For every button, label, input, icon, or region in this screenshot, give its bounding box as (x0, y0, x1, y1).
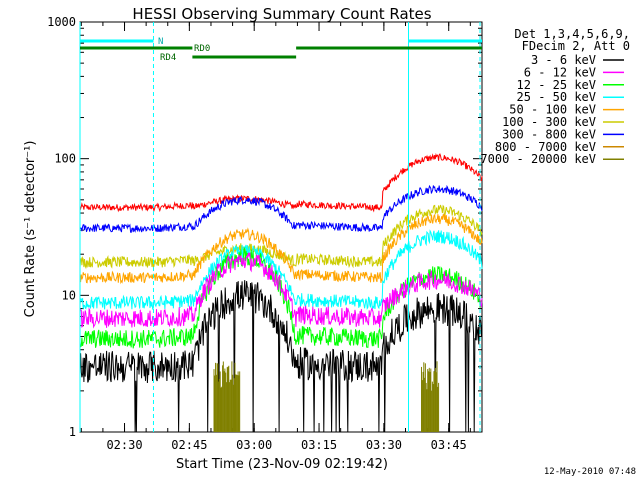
x-tick-label: 03:00 (236, 438, 272, 452)
x-axis-label: Start Time (23-Nov-09 02:19:42) (176, 457, 388, 472)
y-tick-label: 1 (69, 425, 76, 439)
x-tick-label: 03:45 (431, 438, 467, 452)
series-line-1 (79, 252, 483, 329)
plot-annotations: N RD0 RD4 (79, 22, 482, 432)
legend-label: 100 - 300 keV (502, 115, 596, 129)
legend-label: 7000 - 20000 keV (480, 152, 596, 166)
plot-series (79, 152, 483, 433)
series-line-5 (79, 204, 483, 270)
chart-title: HESSI Observing Summary Count Rates (132, 5, 431, 23)
legend-header: FDecim 2, Att 0 (522, 39, 630, 53)
series-line-6 (79, 184, 483, 233)
y-tick-label: 10 (62, 288, 76, 302)
bar-label-rd0: RD0 (194, 44, 210, 54)
footer-date: 12-May-2010 07:48 (544, 467, 636, 477)
legend-label: 25 - 50 keV (517, 90, 596, 104)
y-axis-label: Count Rate (s⁻¹ detector⁻¹) (23, 141, 38, 318)
series-line-3 (79, 229, 483, 311)
x-tick-label: 03:30 (366, 438, 402, 452)
legend-label: 6 - 12 keV (524, 65, 596, 79)
bar-label-rd4: RD4 (160, 53, 176, 63)
series-line-9 (79, 152, 483, 213)
legend-label: 50 - 100 keV (509, 103, 596, 117)
legend: Det 1,3,4,5,6,9,FDecim 2, Att 03 - 6 keV… (480, 27, 630, 166)
y-tick-label: 1000 (47, 15, 76, 29)
legend-label: 300 - 800 keV (502, 127, 596, 141)
legend-label: 12 - 25 keV (517, 78, 596, 92)
x-tick-label: 02:45 (171, 438, 207, 452)
y-tick-label: 100 (54, 152, 76, 166)
x-tick-label: 03:15 (301, 438, 337, 452)
series-line-4 (79, 213, 483, 285)
bar-label-n: N (158, 37, 163, 47)
legend-header: Det 1,3,4,5,6,9, (514, 27, 630, 41)
legend-label: 3 - 6 keV (531, 53, 596, 67)
series-line-0 (79, 280, 483, 433)
x-tick-label: 02:30 (106, 438, 142, 452)
series-line-2 (79, 246, 483, 349)
legend-label: 800 - 7000 keV (495, 140, 596, 154)
plot-axes: 1 10 100 1000 02:30 02:45 03:00 03:15 03:30 03:45 (47, 15, 483, 452)
